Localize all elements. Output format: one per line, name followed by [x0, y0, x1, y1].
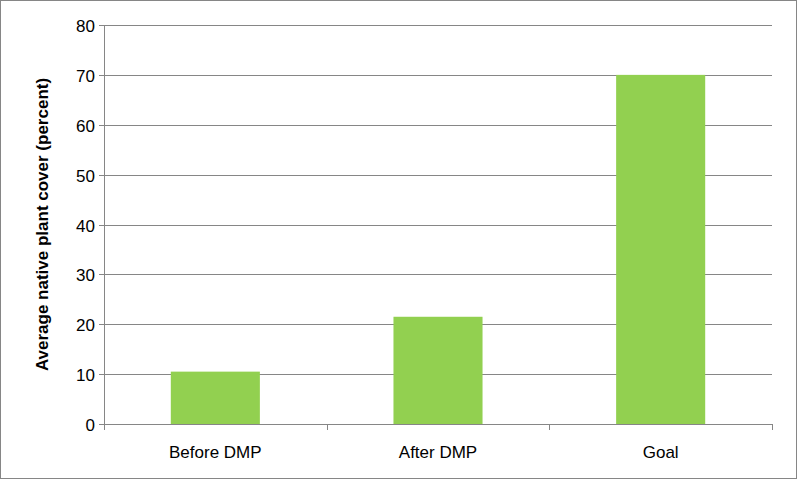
y-tick [99, 225, 104, 226]
y-tick [99, 75, 104, 76]
x-tick-label: After DMP [399, 443, 477, 462]
y-tick [99, 324, 104, 325]
y-tick [99, 25, 104, 26]
y-tick [99, 125, 104, 126]
y-tick-label: 80 [76, 17, 95, 36]
bar [616, 75, 705, 424]
y-tick-label: 10 [76, 366, 95, 385]
x-axis [104, 424, 772, 425]
grid-line [104, 25, 772, 26]
x-tick [327, 424, 328, 430]
y-tick-label: 0 [86, 416, 95, 435]
bars [171, 75, 705, 424]
y-tick [99, 424, 104, 425]
y-tick [99, 274, 104, 275]
grid-line [104, 424, 772, 425]
chart-border [1, 1, 797, 479]
x-tick-label: Before DMP [169, 443, 262, 462]
y-axis-label: Average native plant cover (percent) [33, 78, 52, 371]
bar [171, 372, 260, 424]
y-tick-label: 60 [76, 117, 95, 136]
chart: 0 10 20 30 40 50 60 70 80 Before DMP After DMP Goal… [0, 0, 797, 479]
y-tick [99, 374, 104, 375]
bar [393, 317, 482, 424]
y-tick-label: 40 [76, 217, 95, 236]
x-tick [549, 424, 550, 430]
y-axis [104, 25, 105, 424]
x-tick [772, 424, 773, 430]
chart-container: 0 10 20 30 40 50 60 70 80 Before DMP After DMP Goal… [0, 0, 797, 479]
y-tick [99, 175, 104, 176]
y-tick-label: 20 [76, 316, 95, 335]
y-tick-label: 70 [76, 67, 95, 86]
x-tick-label: Goal [643, 443, 679, 462]
y-tick-label: 50 [76, 167, 95, 186]
y-tick-label: 30 [76, 266, 95, 285]
x-tick [104, 424, 105, 430]
